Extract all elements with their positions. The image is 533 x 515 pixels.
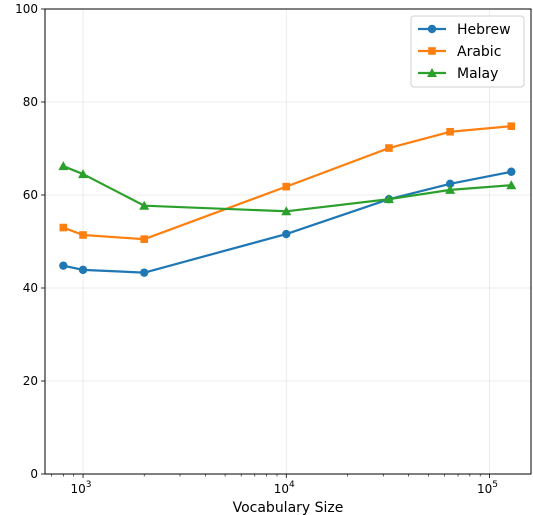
legend-label-hebrew: Hebrew [457,22,511,38]
y-tick-label: 80 [23,95,38,109]
data-point-malay [445,184,456,194]
data-point-malay [506,180,517,190]
legend-item-arabic: Arabic [418,44,501,60]
data-point-hebrew [507,167,516,176]
y-tick-label: 40 [23,281,38,295]
x-axis-label: Vocabulary Size [233,500,344,515]
y-tick-label: 60 [23,188,38,202]
data-point-malay [383,194,394,204]
series-malay [58,161,517,216]
data-point-hebrew [78,265,88,275]
x-tick-label: 103 [71,480,92,496]
data-point-hebrew [282,229,291,239]
data-point-arabic [79,231,87,239]
legend-box [410,15,525,88]
legend-item-malay: Malay [418,66,498,82]
series-line-arabic [62,125,512,241]
data-point-malay [139,200,150,210]
legend-item-hebrew: Hebrew [418,22,511,38]
y-tick-label: 0 [30,467,38,481]
x-tick-label: 105 [477,480,498,496]
legend-label-malay: Malay [457,66,498,82]
plot-frame [44,8,532,475]
data-point-arabic [140,235,149,243]
data-point-hebrew [140,268,149,277]
data-point-arabic [507,122,516,130]
data-point-hebrew [59,261,68,270]
series-arabic [59,122,516,243]
data-point-arabic [446,127,454,136]
data-point-hebrew [445,179,455,189]
legend-label-arabic: Arabic [457,44,501,60]
y-tick-label: 20 [23,374,38,388]
data-point-malay [78,169,89,179]
series-hebrew [59,167,516,277]
y-tick-label: 100 [15,2,38,16]
legend-marker-malay [427,68,437,77]
x-tick-label: 104 [274,480,295,496]
data-point-arabic [282,182,291,191]
data-point-arabic [385,144,393,152]
data-point-malay [281,206,292,216]
legend: Hebrew Arabic Malay [410,15,525,88]
legend-marker-arabic [428,47,436,55]
legend-marker-hebrew [427,24,437,34]
data-point-malay [58,161,69,171]
series-layer [58,122,517,277]
data-point-arabic [59,223,68,232]
